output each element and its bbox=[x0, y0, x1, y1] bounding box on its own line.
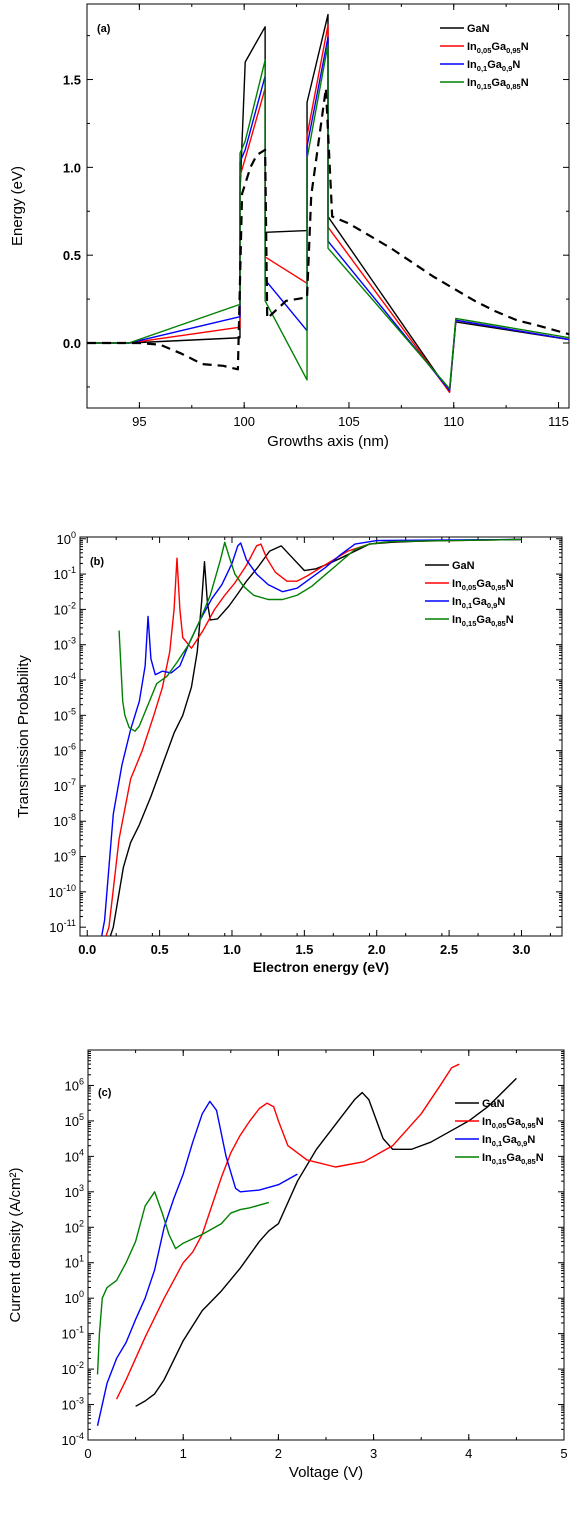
y-tick-label: 106 bbox=[65, 1076, 84, 1093]
series-line-in01 bbox=[101, 538, 522, 936]
y-tick-label: 0.5 bbox=[63, 248, 81, 263]
series-line-in01 bbox=[96, 1100, 298, 1426]
y-tick-label: 10-3 bbox=[54, 636, 76, 653]
y-tick-label: 10-3 bbox=[62, 1396, 84, 1413]
y-axis-label: Transmission Probability bbox=[15, 655, 32, 818]
x-tick-label: 5 bbox=[560, 1446, 567, 1461]
x-tick-label: 2 bbox=[275, 1446, 282, 1461]
y-tick-label: 10-1 bbox=[62, 1325, 84, 1342]
chart-panel-c: 0 1 2 3 4 5 10-4 10-3 10-2 10-1 100 101 102 103 104 105… bbox=[7, 1049, 568, 1481]
x-tick-label: 0 bbox=[84, 1446, 91, 1461]
legend-label: In0,1Ga0,9N bbox=[452, 596, 505, 610]
y-tick-label: 104 bbox=[65, 1147, 84, 1164]
x-axis-label: Growths axis (nm) bbox=[267, 433, 389, 450]
y-tick-label: 0.0 bbox=[63, 336, 81, 351]
x-tick-label: 100 bbox=[233, 414, 255, 429]
x-axis-label: Electron energy (eV) bbox=[253, 959, 389, 975]
y-tick-label: 10-1 bbox=[54, 565, 76, 582]
legend-label: In0,05Ga0,95N bbox=[467, 41, 529, 55]
x-tick-label: 3 bbox=[370, 1446, 377, 1461]
panel-label: (c) bbox=[98, 1087, 112, 1099]
x-tick-label: 105 bbox=[338, 414, 360, 429]
y-tick-label: 10-11 bbox=[49, 918, 76, 935]
legend-label: In0,1Ga0,9N bbox=[467, 59, 520, 73]
y-axis-label: Energy (eV) bbox=[9, 166, 26, 246]
x-tick-label: 3.0 bbox=[512, 942, 530, 957]
legend-label: In0,05Ga0,95N bbox=[482, 1116, 544, 1130]
series-group bbox=[101, 538, 522, 936]
legend-label: In0,05Ga0,95N bbox=[452, 578, 514, 592]
x-tick-label: 2.0 bbox=[368, 942, 386, 957]
series-line-in005 bbox=[115, 1063, 460, 1400]
x-axis-label: Voltage (V) bbox=[289, 1464, 363, 1481]
y-tick-label: 105 bbox=[65, 1112, 84, 1129]
y-tick-label: 100 bbox=[57, 530, 76, 547]
y-tick-label: 102 bbox=[65, 1218, 84, 1235]
y-tick-label: 100 bbox=[65, 1289, 84, 1306]
legend-label: In0,15Ga0,85N bbox=[482, 1152, 544, 1166]
y-tick-label: 10-6 bbox=[54, 742, 76, 759]
x-tick-label: 110 bbox=[443, 414, 464, 429]
series-line-dashed bbox=[87, 87, 569, 371]
x-tick-label: 0.5 bbox=[151, 942, 169, 957]
y-tick-label: 101 bbox=[65, 1254, 84, 1271]
series-group bbox=[96, 1063, 517, 1426]
x-tick-label: 1.0 bbox=[223, 942, 241, 957]
panel-label: (a) bbox=[97, 23, 111, 35]
x-tick-label: 115 bbox=[548, 414, 569, 429]
legend-label: In0,15Ga0,85N bbox=[467, 77, 529, 91]
series-line-in005 bbox=[105, 538, 522, 936]
y-tick-label: 10-8 bbox=[54, 812, 76, 829]
series-line-in015 bbox=[87, 43, 569, 390]
series-group bbox=[87, 13, 569, 393]
x-tick-label: 1 bbox=[180, 1446, 187, 1461]
x-tick-label: 4 bbox=[465, 1446, 472, 1461]
y-tick-label: 10-2 bbox=[54, 600, 76, 617]
plot-frame bbox=[79, 536, 563, 937]
x-tick-label: 95 bbox=[132, 414, 146, 429]
plot-frame bbox=[86, 3, 570, 409]
series-line-gan bbox=[135, 1077, 517, 1407]
series-line-in015 bbox=[96, 1191, 270, 1375]
panel-label: (b) bbox=[90, 556, 104, 568]
x-tick-label: 0.0 bbox=[78, 942, 96, 957]
y-tick-label: 1.0 bbox=[63, 160, 81, 175]
y-tick-label: 10-4 bbox=[62, 1431, 84, 1448]
y-tick-label: 10-7 bbox=[54, 777, 76, 794]
legend-label: In0,1Ga0,9N bbox=[482, 1134, 535, 1148]
y-axis-label: Current density (A/cm²) bbox=[7, 1167, 24, 1322]
series-line-in015 bbox=[118, 538, 522, 732]
series-line-gan bbox=[109, 538, 522, 936]
y-tick-label: 1.5 bbox=[63, 73, 81, 88]
y-tick-label: 103 bbox=[65, 1183, 84, 1200]
legend-label: GaN bbox=[467, 23, 490, 35]
chart-panel-b: 0.0 0.5 1.0 1.5 2.0 2.5 3.0 10-11 10-10 10-9 10-8 1… bbox=[15, 530, 563, 975]
y-tick-label: 10-2 bbox=[62, 1360, 84, 1377]
legend-label: GaN bbox=[452, 560, 475, 572]
legend-label: GaN bbox=[482, 1098, 505, 1110]
x-tick-label: 1.5 bbox=[295, 942, 313, 957]
x-tick-label: 2.5 bbox=[440, 942, 458, 957]
y-tick-label: 10-5 bbox=[54, 706, 76, 723]
y-tick-label: 10-10 bbox=[49, 883, 76, 900]
chart-panel-a: 95 100 105 110 115 0.0 0.5 1.0 1.5 Growths axis (… bbox=[9, 3, 570, 450]
y-tick-label: 10-4 bbox=[54, 671, 76, 688]
y-tick-label: 10-9 bbox=[54, 848, 76, 865]
legend-label: In0,15Ga0,85N bbox=[452, 614, 514, 628]
